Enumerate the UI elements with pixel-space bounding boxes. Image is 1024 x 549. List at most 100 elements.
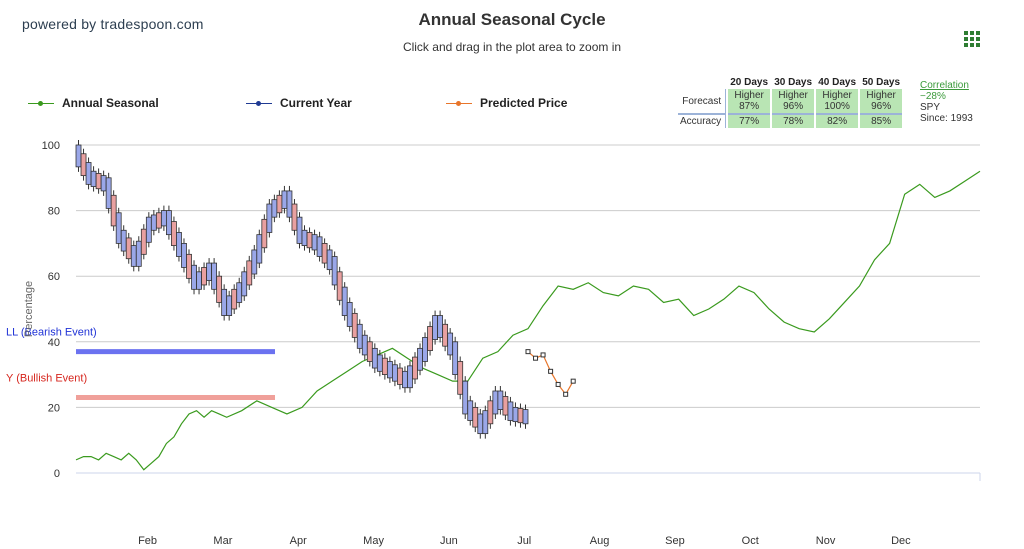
predicted-point <box>555 381 561 387</box>
forecast-cell: Higher 100% <box>816 89 859 113</box>
x-tick-label: Apr <box>290 535 307 547</box>
candle-body <box>381 357 388 376</box>
candle-body <box>392 364 398 382</box>
y-tick-label: 20 <box>48 402 60 414</box>
accuracy-cell: 77% <box>728 113 771 128</box>
predicted-point <box>548 368 554 374</box>
chart-axes: 0 20 40 60 80 100 Feb Mar Apr May Jun Jul Aug Sep Oct N… <box>23 140 981 547</box>
accuracy-row-label: Accuracy <box>678 113 727 128</box>
candle-body <box>90 170 97 187</box>
legend-item-predicted-price[interactable]: Predicted Price <box>446 96 567 110</box>
candle-body <box>336 271 343 301</box>
candle-body <box>191 264 197 290</box>
candle-body <box>301 229 308 246</box>
y-tick-label: 60 <box>48 271 60 283</box>
chart-subtitle: Click and drag in the plot area to zoom … <box>402 40 622 54</box>
accuracy-cell: 82% <box>816 113 859 128</box>
candle-body <box>497 390 504 410</box>
x-tick-label: Oct <box>742 535 759 547</box>
candle-body <box>457 361 464 395</box>
grid-menu-icon[interactable] <box>964 31 980 47</box>
correlation-link[interactable]: Correlation <box>920 80 969 91</box>
candle-body <box>402 370 408 389</box>
candle-body <box>437 315 444 338</box>
candle-body <box>166 210 172 236</box>
candle-body <box>386 361 393 379</box>
event-bands: LL (Bearish Event) Y (Bullish Event) <box>6 327 275 401</box>
y-tick-label: 100 <box>42 140 60 152</box>
candle-body <box>160 210 167 227</box>
legend-label: Annual Seasonal <box>62 96 159 110</box>
legend-marker-icon <box>256 100 261 106</box>
candle-body <box>135 240 142 267</box>
predicted-point <box>563 391 569 397</box>
candle-body <box>261 218 268 249</box>
candle-body <box>171 221 177 246</box>
candle-body <box>356 323 363 349</box>
candle-body <box>341 286 348 316</box>
candle-body <box>246 260 253 286</box>
candle-body <box>407 365 413 389</box>
candle-body <box>331 256 338 286</box>
candle-body <box>422 337 428 362</box>
candle-body <box>517 408 524 424</box>
candle-body <box>306 232 313 249</box>
forecast-table: 20 Days 30 Days 40 Days 50 Days Forecast… <box>676 76 904 128</box>
y-tick-label: 40 <box>48 337 60 349</box>
candle-body <box>120 229 127 252</box>
candle-body <box>286 190 293 218</box>
y-tick-label: 0 <box>54 468 60 480</box>
candle-body <box>140 228 147 255</box>
y-tick-label: 80 <box>48 206 60 218</box>
candle-body <box>467 400 474 421</box>
predicted-point <box>525 349 531 355</box>
candle-body <box>100 175 107 192</box>
candle-body <box>80 153 87 177</box>
forecast-cell: Higher 87% <box>728 89 771 113</box>
candle-body <box>462 380 469 415</box>
col-header: 50 Days <box>862 77 901 88</box>
event-band-label: LL (Bearish Event) <box>6 327 97 339</box>
legend-item-annual-seasonal[interactable]: Annual Seasonal <box>28 96 159 110</box>
candle-body <box>507 401 514 421</box>
correlation-symbol: SPY <box>920 102 941 113</box>
legend-label: Predicted Price <box>480 96 568 110</box>
legend-label: Current Year <box>280 96 352 110</box>
candle-body <box>75 144 82 168</box>
legend-marker-icon <box>38 100 43 106</box>
candle-body <box>186 253 192 279</box>
x-tick-label: Aug <box>590 535 610 547</box>
candle-body <box>110 194 117 227</box>
current-year-candles <box>75 140 529 439</box>
col-header: 30 Days <box>774 77 813 88</box>
candle-body <box>271 199 278 218</box>
candle-body <box>85 162 92 185</box>
accuracy-cell: 78% <box>772 113 815 128</box>
legend-marker-icon <box>456 100 461 106</box>
col-header: 20 Days <box>730 77 769 88</box>
candle-body <box>266 203 273 233</box>
predicted-point <box>540 352 546 358</box>
candle-body <box>211 262 218 290</box>
accuracy-cell: 85% <box>860 113 903 128</box>
candle-body <box>155 212 162 229</box>
candle-body <box>115 212 122 244</box>
candle-body <box>311 234 318 251</box>
candle-body <box>351 312 358 338</box>
candle-body <box>276 194 283 214</box>
candle-body <box>130 245 137 267</box>
x-tick-label: Sep <box>665 535 685 547</box>
x-tick-label: Dec <box>891 535 911 547</box>
x-tick-label: May <box>363 535 384 547</box>
x-tick-label: Feb <box>138 535 157 547</box>
col-header: 40 Days <box>818 77 857 88</box>
series-line <box>75 170 981 471</box>
candle-body <box>176 232 182 257</box>
legend-item-current-year[interactable]: Current Year <box>246 96 352 110</box>
forecast-cell: Higher 96% <box>860 89 903 113</box>
candle-body <box>150 214 157 231</box>
candle-body <box>427 326 433 351</box>
candle-body <box>206 262 212 281</box>
candle-body <box>397 367 403 385</box>
